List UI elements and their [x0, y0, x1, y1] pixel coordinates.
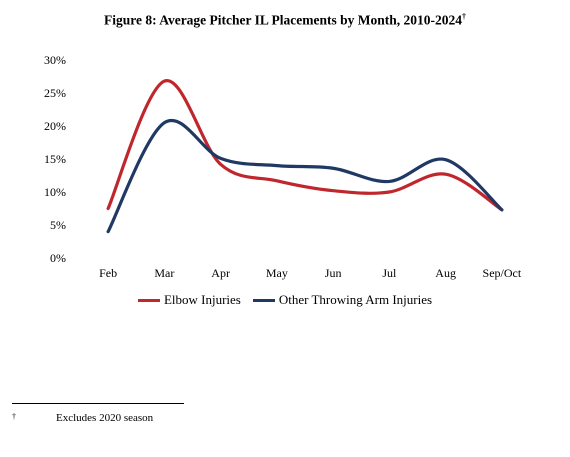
- y-tick-label: 20%: [44, 119, 66, 133]
- x-tick-label: Jun: [325, 266, 342, 280]
- y-tick-label: 15%: [44, 152, 66, 166]
- footnote: † Excludes 2020 season: [12, 412, 153, 424]
- legend-item: Elbow Injuries: [137, 292, 241, 308]
- x-tick-label: Jul: [382, 266, 397, 280]
- x-tick-label: Apr: [211, 266, 230, 280]
- x-tick-label: Feb: [99, 266, 117, 280]
- legend-swatch: [252, 298, 275, 302]
- legend: Elbow Injuries Other Throwing Arm Injurie…: [0, 290, 570, 310]
- line-chart: 0% 5% 10% 15% 20% 25% 30% Feb Mar Apr May Jun Jul Au…: [44, 53, 522, 280]
- x-tick-label: Mar: [154, 266, 174, 280]
- y-tick-label: 25%: [44, 86, 66, 100]
- y-tick-label: 10%: [44, 185, 66, 199]
- series-line-other-throwing-arm-injuries: [106, 118, 504, 234]
- title-footnote-mark: †: [462, 12, 467, 21]
- footnote-text: Excludes 2020 season: [56, 412, 154, 424]
- x-tick-label: Sep/Oct: [483, 266, 522, 280]
- legend-swatch: [137, 298, 160, 302]
- y-axis: 0% 5% 10% 15% 20% 25% 30%: [44, 53, 66, 265]
- series-line-elbow-injuries: [106, 79, 504, 212]
- series-lines: [106, 79, 504, 234]
- y-tick-label: 5%: [50, 218, 66, 232]
- legend-label: Elbow Injuries: [163, 292, 241, 307]
- chart-title: Figure 8: Average Pitcher IL Placements …: [0, 12, 570, 29]
- chart-title-text: Figure 8: Average Pitcher IL Placements …: [103, 12, 463, 28]
- footnote-divider: [12, 403, 184, 404]
- x-tick-label: May: [266, 266, 288, 280]
- legend-item: Other Throwing Arm Injuries: [252, 292, 433, 308]
- footnote-mark: †: [12, 412, 16, 421]
- x-tick-label: Aug: [435, 266, 456, 280]
- y-tick-label: 30%: [44, 53, 66, 67]
- y-tick-label: 0%: [50, 251, 66, 265]
- x-axis: Feb Mar Apr May Jun Jul Aug Sep/Oct: [99, 266, 522, 280]
- legend-label: Other Throwing Arm Injuries: [278, 292, 433, 307]
